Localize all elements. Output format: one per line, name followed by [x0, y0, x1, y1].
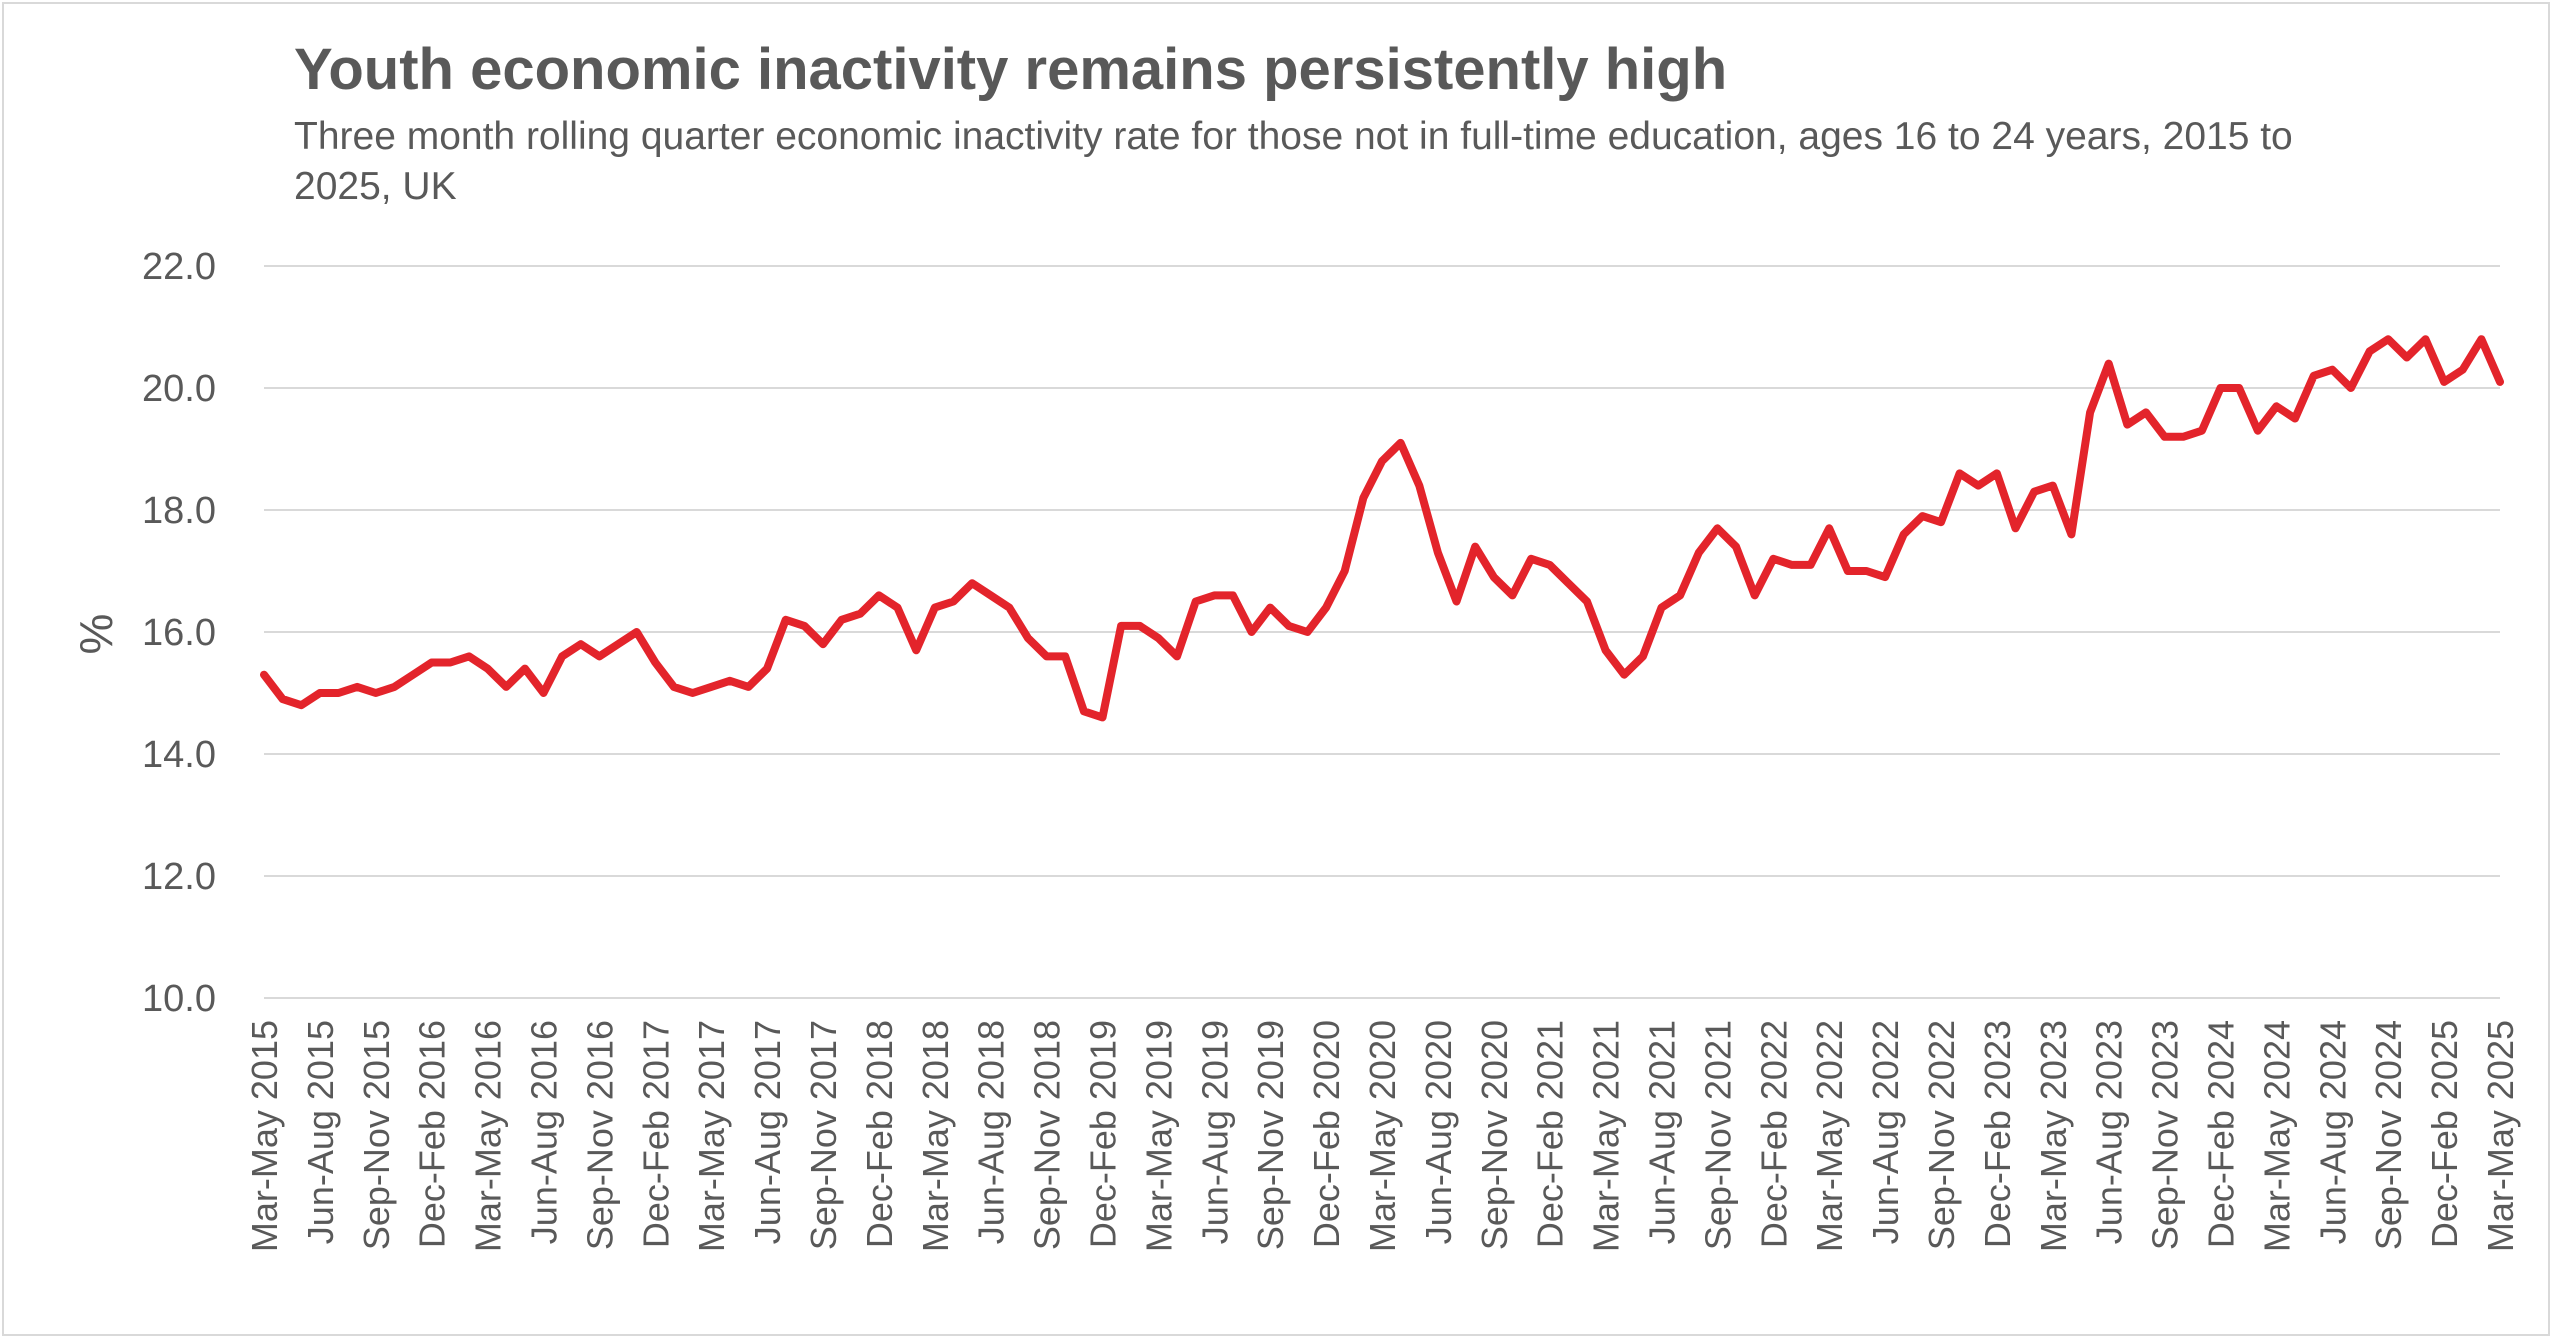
x-tick-label: Jun-Aug 2022	[1865, 1020, 1906, 1244]
x-tick-label: Jun-Aug 2016	[524, 1020, 565, 1244]
chart-subtitle: Three month rolling quarter economic ina…	[294, 115, 2293, 208]
x-tick-label: Dec-Feb 2020	[1306, 1020, 1347, 1248]
x-tick-label: Sep-Nov 2021	[1697, 1020, 1738, 1250]
x-tick-label: Jun-Aug 2023	[2089, 1020, 2130, 1244]
x-tick-label: Jun-Aug 2015	[300, 1020, 341, 1244]
y-axis-title: %	[70, 614, 122, 655]
x-tick-label: Sep-Nov 2016	[579, 1020, 620, 1250]
y-tick-label: 10.0	[142, 978, 216, 1020]
x-tick-label: Mar-May 2019	[1138, 1020, 1179, 1252]
x-tick-label: Jun-Aug 2020	[1418, 1020, 1459, 1244]
gridlines	[264, 265, 2500, 999]
x-tick-label: Dec-Feb 2018	[859, 1020, 900, 1248]
y-tick-label: 18.0	[142, 490, 216, 532]
x-tick-label: Jun-Aug 2018	[971, 1020, 1012, 1244]
x-tick-label: Jun-Aug 2017	[747, 1020, 788, 1244]
x-tick-label: Mar-May 2021	[1586, 1020, 1627, 1252]
x-tick-label: Jun-Aug 2019	[1194, 1020, 1235, 1244]
x-tick-label: Dec-Feb 2016	[412, 1020, 453, 1248]
y-axis-ticks: 10.0 12.0 14.0 16.0 18.0 20.0 22.0	[142, 246, 216, 1020]
y-tick-label: 12.0	[142, 856, 216, 898]
x-tick-label: Mar-May 2024	[2256, 1020, 2297, 1252]
x-tick-label: Jun-Aug 2021	[1642, 1020, 1683, 1244]
x-tick-label: Sep-Nov 2023	[2145, 1020, 2186, 1250]
x-tick-label: Mar-May 2015	[244, 1020, 285, 1252]
y-tick-label: 14.0	[142, 734, 216, 776]
x-tick-label: Sep-Nov 2017	[803, 1020, 844, 1250]
x-tick-label: Sep-Nov 2019	[1250, 1020, 1291, 1250]
y-tick-label: 22.0	[142, 246, 216, 288]
y-tick-label: 16.0	[142, 612, 216, 654]
y-tick-label: 20.0	[142, 368, 216, 410]
x-tick-label: Mar-May 2020	[1362, 1020, 1403, 1252]
x-tick-label: Mar-May 2017	[691, 1020, 732, 1252]
x-tick-label: Sep-Nov 2024	[2368, 1020, 2409, 1250]
x-tick-label: Dec-Feb 2023	[1977, 1020, 2018, 1248]
x-tick-label: Sep-Nov 2022	[1921, 1020, 1962, 1250]
x-tick-label: Mar-May 2023	[2033, 1020, 2074, 1252]
x-tick-label: Sep-Nov 2015	[356, 1020, 397, 1250]
x-tick-label: Dec-Feb 2017	[635, 1020, 676, 1248]
x-tick-label: Mar-May 2018	[915, 1020, 956, 1252]
x-tick-label: Dec-Feb 2024	[2201, 1020, 2242, 1248]
x-tick-label: Sep-Nov 2018	[1027, 1020, 1068, 1250]
series-line	[260, 335, 2504, 722]
x-tick-label: Sep-Nov 2020	[1474, 1020, 1515, 1250]
x-tick-label: Dec-Feb 2025	[2424, 1020, 2465, 1248]
x-axis-ticks: Mar-May 2015 Jun-Aug 2015 Sep-Nov 2015 Dec-…	[244, 1020, 2521, 1252]
x-tick-label: Jun-Aug 2024	[2312, 1020, 2353, 1244]
chart-title: Youth economic inactivity remains persis…	[294, 37, 1728, 102]
x-tick-label: Dec-Feb 2021	[1530, 1020, 1571, 1248]
x-tick-label: Mar-May 2016	[468, 1020, 509, 1252]
x-tick-label: Dec-Feb 2022	[1753, 1020, 1794, 1248]
x-tick-label: Dec-Feb 2019	[1083, 1020, 1124, 1248]
x-tick-label: Mar-May 2025	[2480, 1020, 2521, 1252]
x-tick-label: Mar-May 2022	[1809, 1020, 1850, 1252]
